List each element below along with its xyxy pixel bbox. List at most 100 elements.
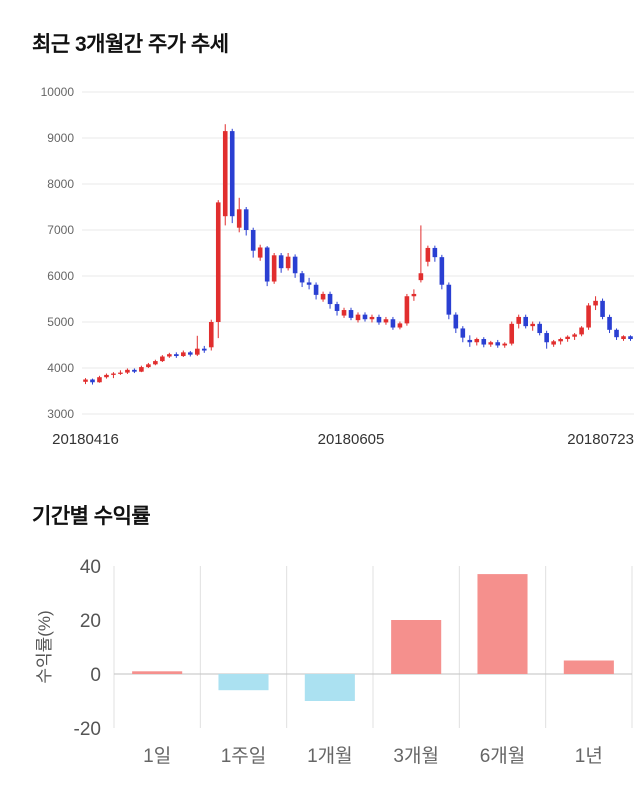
candle-body bbox=[285, 256, 291, 269]
bar bbox=[132, 671, 183, 674]
candle-body bbox=[425, 247, 431, 262]
candle-body bbox=[250, 230, 256, 251]
y-axis-label: 수익률(%) bbox=[35, 610, 54, 683]
bar-grid bbox=[113, 566, 633, 728]
candle-body bbox=[404, 296, 410, 324]
candle-body bbox=[607, 316, 612, 330]
candle-body bbox=[118, 372, 123, 374]
bar bbox=[391, 620, 442, 674]
candle-body bbox=[418, 273, 424, 281]
candle-body bbox=[621, 336, 626, 340]
category-label: 1주일 bbox=[221, 745, 267, 767]
candle-body bbox=[558, 339, 563, 342]
candle-body bbox=[376, 316, 382, 323]
candle-body bbox=[572, 334, 577, 337]
candle-body bbox=[215, 202, 221, 322]
candlestick-chart: 3000 4000 5000 6000 7000 8000 9000 10000 2018041… bbox=[30, 78, 640, 456]
y-tick-label: 9000 bbox=[47, 131, 74, 145]
bar bbox=[477, 574, 528, 674]
candle-body bbox=[125, 369, 130, 373]
candle-body bbox=[355, 314, 361, 321]
candle-body bbox=[167, 354, 172, 357]
candle-body bbox=[509, 323, 515, 344]
category-label: 1개월 bbox=[307, 745, 353, 767]
candle-body bbox=[523, 316, 528, 327]
candle-body bbox=[579, 327, 584, 335]
candle-body bbox=[439, 257, 445, 285]
candle-body bbox=[334, 304, 340, 311]
candle-body bbox=[229, 131, 235, 217]
candle-body bbox=[201, 348, 207, 351]
candle-grid: 3000 4000 5000 6000 7000 8000 9000 10000 bbox=[41, 85, 634, 421]
candle-body bbox=[132, 369, 137, 372]
candle-body bbox=[320, 293, 326, 300]
candle-body bbox=[432, 247, 438, 258]
candle-body bbox=[593, 300, 598, 306]
candle-body bbox=[236, 209, 242, 228]
candle-body bbox=[257, 247, 263, 258]
candle-body bbox=[299, 273, 305, 283]
candle-body bbox=[104, 374, 109, 378]
candle-body bbox=[488, 342, 494, 345]
returns-bar-chart: -20 0 20 40 수익률(%) 1일 1주일 1개월 3개월 6개월 1년 bbox=[30, 556, 640, 770]
returns-bar-svg: -20 0 20 40 수익률(%) 1일 1주일 1개월 3개월 6개월 1년 bbox=[35, 557, 633, 767]
candlestick-svg: 3000 4000 5000 6000 7000 8000 9000 10000 2018041… bbox=[41, 85, 634, 448]
y-tick-label: 7000 bbox=[47, 223, 74, 237]
y-tick-label: 10000 bbox=[41, 85, 75, 99]
y-tick-label: 40 bbox=[80, 557, 101, 578]
y-tick-label: 20 bbox=[80, 611, 101, 632]
candle-body bbox=[537, 323, 542, 334]
y-tick-label: 5000 bbox=[47, 315, 74, 329]
candle-body bbox=[341, 310, 347, 316]
y-tick-label: -20 bbox=[74, 719, 101, 740]
candle-body bbox=[264, 247, 270, 282]
candle-body bbox=[362, 314, 368, 320]
candle-body bbox=[313, 284, 319, 295]
candle-body bbox=[551, 341, 556, 345]
candle-body bbox=[174, 354, 179, 357]
candle-body bbox=[243, 209, 249, 230]
candle-body bbox=[194, 348, 200, 355]
candles bbox=[83, 124, 633, 385]
y-tick-label: 0 bbox=[90, 665, 101, 686]
candle-body bbox=[628, 336, 633, 340]
candle-body bbox=[530, 323, 535, 327]
page: 최근 3개월간 주가 추세 3000 4000 5000 6000 7000 8000 90… bbox=[30, 33, 640, 770]
category-label: 3개월 bbox=[393, 745, 439, 767]
candle-body bbox=[97, 377, 102, 383]
candle-x-axis-labels: 20180416 20180605 20180723 bbox=[52, 431, 634, 448]
candle-body bbox=[83, 379, 88, 382]
candle-body bbox=[111, 373, 116, 375]
candle-body bbox=[271, 255, 277, 282]
x-tick-label: 20180416 bbox=[52, 431, 119, 448]
candle-body bbox=[383, 319, 389, 323]
y-tick-label: 4000 bbox=[47, 361, 74, 375]
y-tick-label: 8000 bbox=[47, 177, 74, 191]
category-label: 6개월 bbox=[480, 745, 526, 767]
candle-body bbox=[397, 323, 403, 328]
candle-body bbox=[460, 328, 466, 338]
candle-body bbox=[222, 131, 228, 217]
bar bbox=[218, 674, 269, 691]
candle-body bbox=[474, 339, 480, 343]
candle-body bbox=[467, 339, 473, 343]
x-tick-label: 20180723 bbox=[567, 431, 634, 448]
y-tick-label: 6000 bbox=[47, 269, 74, 283]
candle-body bbox=[411, 293, 417, 297]
candle-body bbox=[181, 352, 186, 357]
bars bbox=[132, 574, 614, 701]
candle-body bbox=[390, 319, 396, 328]
candle-body bbox=[348, 310, 354, 318]
candle-body bbox=[90, 379, 95, 383]
candle-body bbox=[139, 367, 144, 372]
y-tick-label: 3000 bbox=[47, 407, 74, 421]
candle-body bbox=[369, 316, 375, 320]
candle-body bbox=[306, 282, 312, 285]
category-label: 1년 bbox=[575, 745, 603, 767]
candle-body bbox=[516, 316, 522, 324]
candle-body bbox=[153, 361, 158, 365]
candle-body bbox=[188, 352, 193, 355]
candle-body bbox=[544, 333, 549, 343]
bar bbox=[304, 674, 355, 701]
x-tick-label: 20180605 bbox=[318, 431, 385, 448]
